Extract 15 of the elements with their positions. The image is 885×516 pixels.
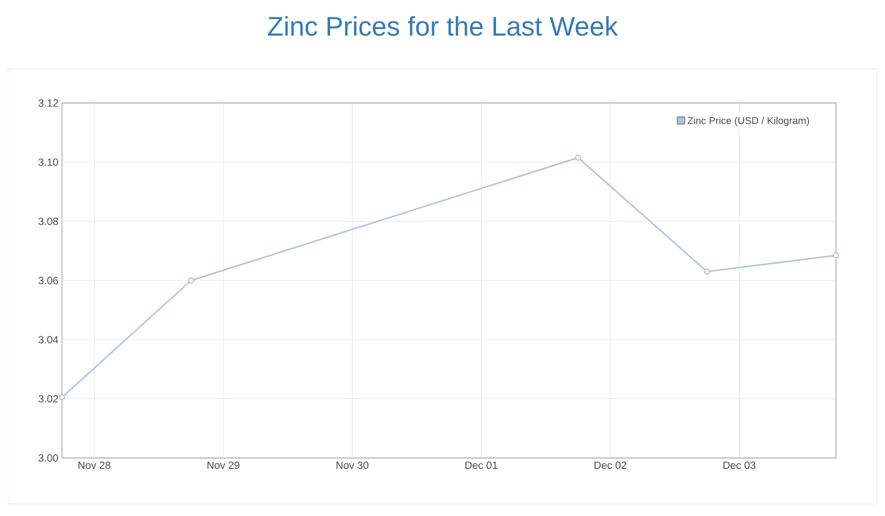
- x-tick-label: Nov 29: [208, 462, 240, 469]
- y-tick-label: 3.02: [38, 395, 58, 403]
- y-tick-label: 3.06: [38, 276, 58, 284]
- y-tick-label: 3.12: [38, 99, 58, 107]
- y-tick-label: 3.08: [38, 218, 58, 226]
- y-tick-label: 3.00: [38, 454, 58, 462]
- x-tick-label: Dec 01: [466, 462, 498, 469]
- x-tick-label: Dec 02: [594, 462, 626, 469]
- y-tick-label: 3.04: [38, 336, 58, 344]
- x-tick-label: Dec 03: [724, 462, 756, 469]
- x-tick-label: Nov 30: [336, 462, 368, 469]
- x-tick-label: Nov 28: [78, 462, 110, 469]
- chart-title: Zinc Prices for the Last Week: [268, 16, 618, 36]
- y-tick-label: 3.10: [38, 158, 58, 166]
- legend-label: Zinc Price (USD / Kilogram): [688, 116, 809, 126]
